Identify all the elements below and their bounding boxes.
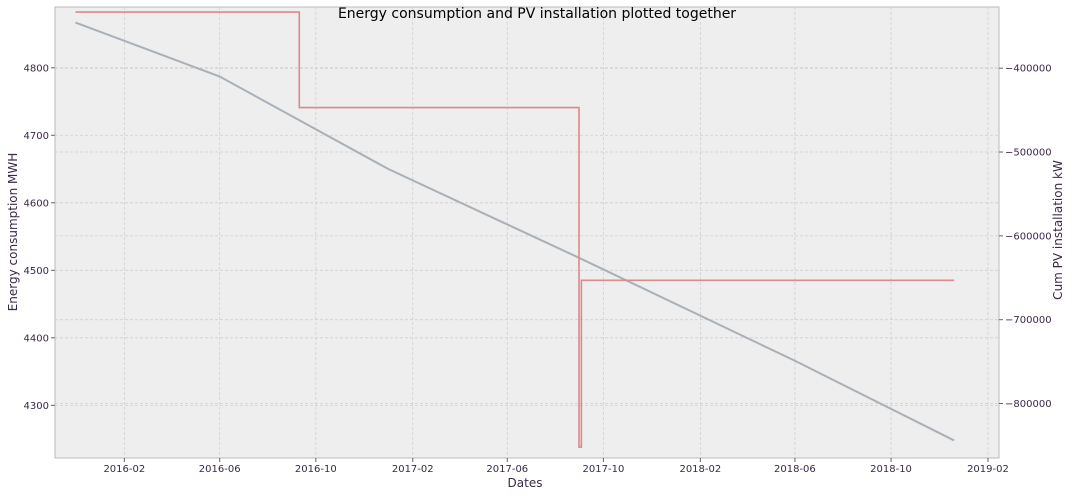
x-tick-label: 2017-10 <box>583 464 625 475</box>
x-tick-label: 2018-02 <box>679 464 721 475</box>
x-axis-label: Dates <box>508 476 543 490</box>
y-left-tick-label: 4700 <box>24 131 49 142</box>
y-right-tick-label: −400000 <box>1005 64 1052 75</box>
y-right-tick-label: −500000 <box>1005 148 1052 159</box>
x-tick-label: 2016-06 <box>199 464 241 475</box>
x-tick-label: 2016-10 <box>295 464 337 475</box>
y-right-tick-label: −600000 <box>1005 231 1052 242</box>
grid <box>55 7 999 458</box>
y-right-tick-label: −700000 <box>1005 315 1052 326</box>
x-tick-label: 2019-02 <box>967 464 1009 475</box>
y-axis-left-label: Energy consumption MWH <box>6 153 20 312</box>
x-tick-label: 2018-10 <box>870 464 912 475</box>
y-left-tick-label: 4800 <box>24 63 49 74</box>
x-tick-label: 2017-06 <box>486 464 528 475</box>
x-tick-label: 2018-06 <box>774 464 816 475</box>
series-layer <box>75 11 955 448</box>
y-axis-right: −800000 −700000 −600000 −500000 −400000 <box>999 64 1052 410</box>
y-axis-left: 4300 4400 4500 4600 4700 4800 <box>24 63 55 412</box>
x-tick-label: 2017-02 <box>392 464 434 475</box>
energy-consumption-line <box>75 21 955 442</box>
y-left-tick-label: 4300 <box>24 401 49 412</box>
y-axis-right-label: Cum PV installation kW <box>1051 160 1065 300</box>
y-left-tick-label: 4400 <box>24 333 49 344</box>
pv-installation-line <box>75 11 955 448</box>
y-left-tick-label: 4600 <box>24 198 49 209</box>
y-right-tick-label: −800000 <box>1005 399 1052 410</box>
y-left-tick-label: 4500 <box>24 266 49 277</box>
x-tick-label: 2016-02 <box>103 464 145 475</box>
chart-title: Energy consumption and PV installation p… <box>338 6 736 22</box>
x-axis: 2016-02 2016-06 2016-10 2017-02 2017-06 2017-… <box>103 458 1009 475</box>
